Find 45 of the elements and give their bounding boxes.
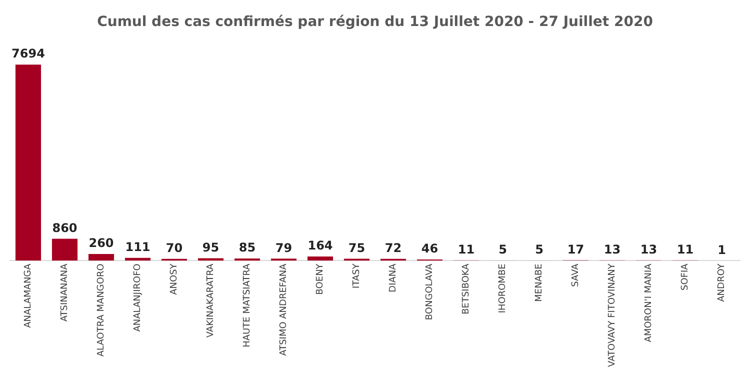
data-label: 13 xyxy=(604,242,621,256)
x-tick-label: ATSIMO ANDREFANA xyxy=(279,262,290,356)
data-label: 7694 xyxy=(12,46,45,61)
data-label: 5 xyxy=(498,242,507,257)
x-tick-label: ANALAMANGA xyxy=(24,262,34,328)
x-tick-label: ALAOTRA MANGORO xyxy=(96,264,107,357)
data-label: 79 xyxy=(275,240,292,255)
data-label: 860 xyxy=(52,220,78,235)
bar xyxy=(52,238,78,261)
data-label: 75 xyxy=(348,240,366,255)
data-label: 111 xyxy=(125,240,150,254)
x-tick-label: VATOVAVY FITOVINANY xyxy=(608,263,618,368)
x-tick-label: IHOROMBE xyxy=(498,263,508,314)
x-tick-label: ANOSY xyxy=(170,263,180,295)
data-label: 11 xyxy=(458,242,475,257)
x-tick-label: SAVA xyxy=(571,262,582,287)
chart-title: Cumul des cas confirmés par région du 13 Juillet 2020 - 27 Juillet 2020 xyxy=(97,14,654,30)
x-tick-label: ATSINANANA xyxy=(60,262,70,322)
data-label: 13 xyxy=(640,242,658,256)
x-tick-label: ANDROY xyxy=(717,263,728,302)
data-label: 5 xyxy=(535,242,544,257)
data-label: 85 xyxy=(238,240,256,255)
x-tick-label: BETSIBOKA xyxy=(462,262,472,314)
data-label: 1 xyxy=(718,242,726,257)
x-tick-label: AMORON'I MANIA xyxy=(644,262,654,342)
x-tick-label: BONGOLAVA xyxy=(425,262,436,320)
data-label: 17 xyxy=(567,242,584,256)
bar xyxy=(15,64,42,261)
data-label: 46 xyxy=(421,242,438,256)
bar xyxy=(88,254,114,261)
x-tick-label: VAKINAKARATRA xyxy=(206,262,216,338)
x-tick-label: ITASY xyxy=(352,263,362,289)
x-tick-label: DIANA xyxy=(388,262,399,292)
x-tick-label: SOFIA xyxy=(680,262,691,290)
data-label: 164 xyxy=(308,238,333,253)
data-label: 260 xyxy=(88,236,114,250)
data-label: 11 xyxy=(676,242,694,257)
bar xyxy=(307,256,334,261)
x-tick-label: HAUTE MATSIATRA xyxy=(242,262,253,348)
x-tick-label: BOENY xyxy=(316,263,326,295)
x-tick-label: MENABE xyxy=(534,263,545,302)
x-tick-label: ANALANJIROFO xyxy=(133,264,144,332)
data-label: 95 xyxy=(202,240,220,254)
data-label: 72 xyxy=(384,240,402,255)
data-label: 70 xyxy=(166,241,183,256)
